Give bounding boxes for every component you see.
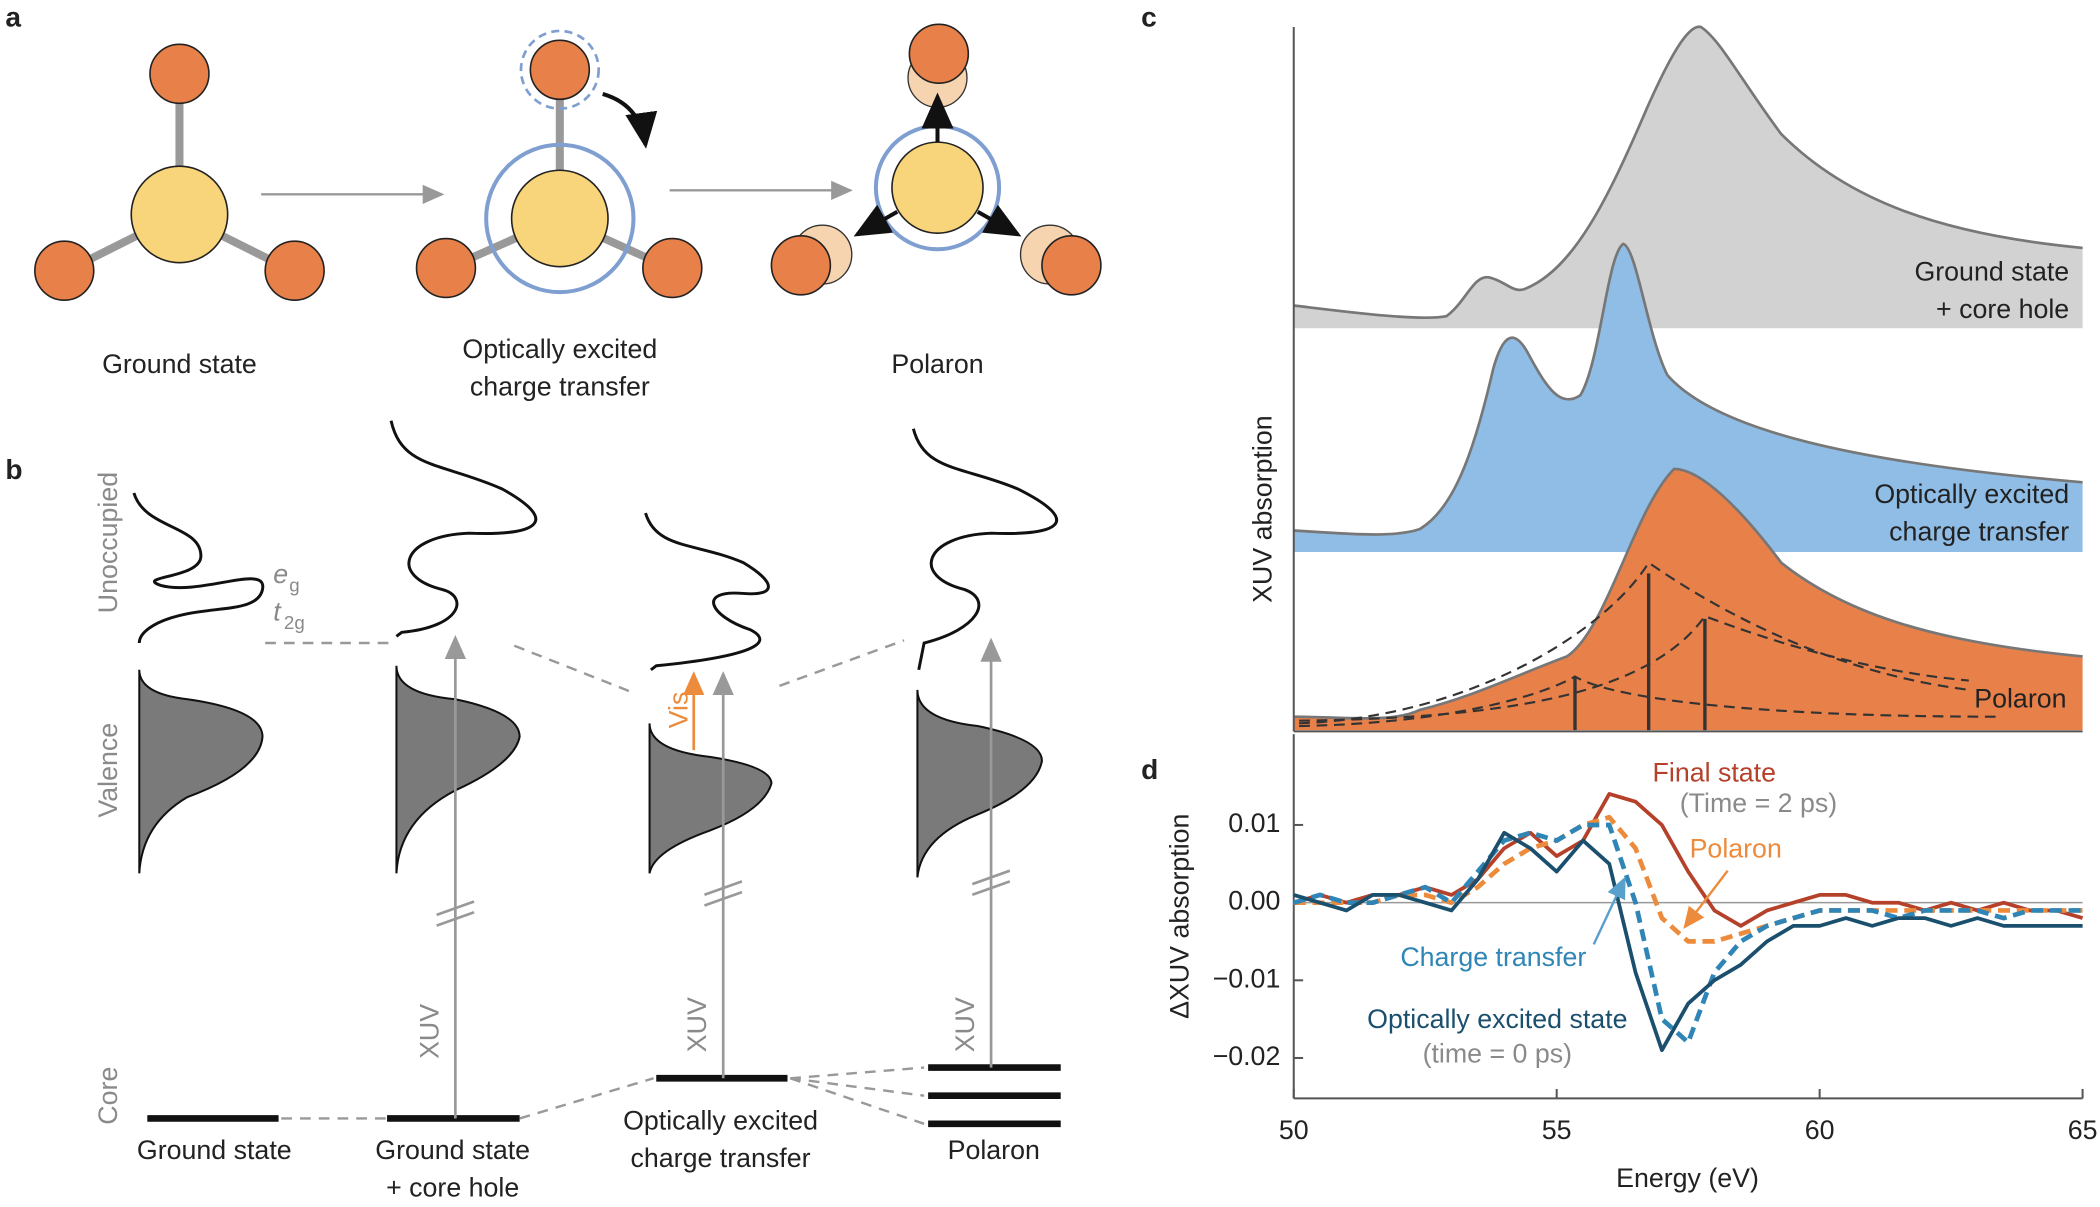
annotation-arrow bbox=[1683, 869, 1729, 929]
spectrum-label: + core hole bbox=[1936, 294, 2069, 324]
state-label: Ground state bbox=[137, 1135, 292, 1165]
orbital-label: g bbox=[289, 575, 299, 596]
state-label: Polaron bbox=[948, 1135, 1040, 1165]
x-tick-label: 65 bbox=[2068, 1115, 2098, 1145]
series-line bbox=[1293, 822, 2083, 1045]
spectrum-label: Polaron bbox=[1974, 684, 2066, 714]
xuv-label: XUV bbox=[682, 997, 712, 1052]
state-label: Optically excited bbox=[462, 334, 657, 364]
spectrum-label: Ground state bbox=[1914, 256, 2069, 286]
xuv-label: XUV bbox=[414, 1004, 444, 1059]
x-tick-label: 55 bbox=[1542, 1115, 1572, 1145]
state-label: + core hole bbox=[386, 1173, 519, 1203]
series-label: Polaron bbox=[1690, 834, 1782, 864]
state-label: charge transfer bbox=[470, 372, 650, 402]
vis-label: Vis bbox=[663, 692, 693, 729]
state-label: Polaron bbox=[891, 349, 983, 379]
series-label: Charge transfer bbox=[1400, 942, 1586, 972]
axis-label: Unoccupied bbox=[93, 472, 123, 613]
panel-d: d Energy (eV) ΔXUV absorption 50 55 60 65 0.… bbox=[1141, 734, 2097, 1193]
spectrum-label: Optically excited bbox=[1874, 479, 2069, 509]
panel-b: b Unoccupied Valence Core e g t 2g XUV V… bbox=[5, 420, 1061, 1203]
x-tick-label: 60 bbox=[1805, 1115, 1835, 1145]
y-tick-label: 0.01 bbox=[1228, 808, 1280, 838]
spectrum-label: charge transfer bbox=[1889, 516, 2069, 546]
panel-c: c XUV absorption Ground state + core hol… bbox=[1141, 1, 2083, 733]
xuv-label: XUV bbox=[950, 997, 980, 1052]
panel-a: a Ground state Optically excited charge … bbox=[5, 1, 1102, 402]
series-label: Final state bbox=[1653, 757, 1776, 787]
y-tick-label: −0.01 bbox=[1213, 963, 1281, 993]
axis-label: Valence bbox=[93, 723, 123, 818]
x-axis-label: Energy (eV) bbox=[1616, 1163, 1759, 1193]
x-tick-label: 50 bbox=[1279, 1115, 1309, 1145]
series-note: (time = 0 ps) bbox=[1423, 1039, 1573, 1069]
state-label: Ground state bbox=[102, 349, 257, 379]
series-line bbox=[1293, 830, 2083, 1053]
y-axis-label: ΔXUV absorption bbox=[1164, 814, 1194, 1019]
panel-label: a bbox=[5, 1, 21, 32]
series-note: (Time = 2 ps) bbox=[1680, 788, 1837, 818]
orbital-label: 2g bbox=[284, 612, 305, 633]
state-label: Optically excited bbox=[623, 1106, 818, 1136]
orbital-label: t bbox=[273, 597, 282, 627]
state-label: charge transfer bbox=[631, 1143, 811, 1173]
axis-label: Core bbox=[93, 1067, 123, 1125]
panel-label: d bbox=[1141, 754, 1158, 785]
y-tick-label: −0.02 bbox=[1213, 1041, 1281, 1071]
annotation-arrow bbox=[1592, 876, 1626, 945]
panel-label: b bbox=[5, 454, 22, 485]
panel-label: c bbox=[1141, 1, 1157, 32]
state-label: Ground state bbox=[375, 1135, 530, 1165]
series-label: Optically excited state bbox=[1367, 1004, 1627, 1034]
axis-label: XUV absorption bbox=[1247, 415, 1277, 602]
y-tick-label: 0.00 bbox=[1228, 886, 1280, 916]
orbital-label: e bbox=[273, 559, 288, 589]
